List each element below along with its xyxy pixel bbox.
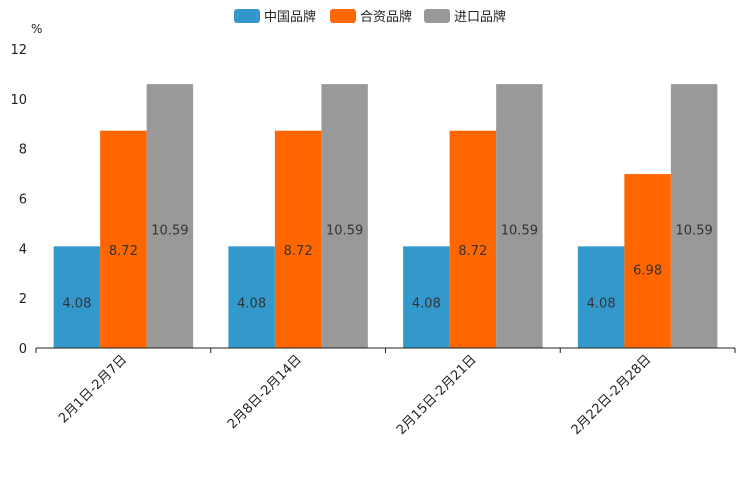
y-tick-label: 2 — [19, 292, 27, 307]
bar-value-label: 10.59 — [501, 223, 538, 238]
x-axis: 2月1日-2月7日 2月8日-2月14日 2月15日-2月21日 2月22日-2月28… — [35, 347, 736, 438]
legend-swatch — [234, 9, 260, 23]
bar-value-label: 10.59 — [326, 223, 363, 238]
bar — [100, 130, 147, 348]
bar-value-label: 4.08 — [237, 296, 266, 311]
bar-value-label: 4.08 — [62, 296, 91, 311]
legend-swatch — [424, 9, 450, 23]
y-tick-label: 12 — [10, 43, 27, 58]
legend-swatch — [330, 9, 356, 23]
y-axis-unit-label: % — [31, 22, 42, 36]
bar-value-label: 8.72 — [109, 244, 138, 259]
y-tick-label: 4 — [19, 242, 27, 257]
legend: 中国品牌 合资品牌 进口品牌 — [234, 9, 506, 25]
bar-value-label: 10.59 — [676, 223, 713, 238]
y-tick-label: 6 — [19, 193, 27, 208]
y-tick-label: 8 — [19, 143, 27, 158]
bar — [321, 84, 368, 348]
bar-value-label: 8.72 — [284, 244, 313, 259]
y-tick-label: 0 — [19, 342, 27, 357]
bar-value-label: 8.72 — [458, 244, 487, 259]
bar-value-label: 6.98 — [633, 264, 662, 279]
bar — [577, 246, 625, 348]
bar — [146, 84, 194, 348]
data-labels: 4.08 8.72 10.59 4.08 8.72 10.59 4.08 8.72 10.59 4… — [62, 223, 712, 311]
legend-item-label: 合资品牌 — [360, 9, 412, 25]
bar — [403, 246, 450, 348]
y-axis: 0 2 4 6 8 10 12 — [10, 43, 27, 357]
bar — [274, 130, 322, 348]
bars — [53, 84, 718, 348]
bar — [228, 246, 275, 348]
x-category-label: 2月8日-2月14日 — [225, 352, 305, 432]
bar — [624, 174, 671, 348]
bar-value-label: 4.08 — [412, 296, 441, 311]
y-tick-label: 10 — [10, 93, 27, 108]
x-category-label: 2月1日-2月7日 — [56, 352, 130, 426]
legend-item-label: 进口品牌 — [454, 9, 506, 25]
bar — [53, 246, 101, 348]
bar-value-label: 10.59 — [151, 223, 188, 238]
x-category-label: 2月22日-2月28日 — [569, 352, 655, 438]
x-category-label: 2月15日-2月21日 — [394, 352, 480, 438]
legend-item-label: 中国品牌 — [264, 9, 316, 25]
bar-value-label: 4.08 — [587, 296, 616, 311]
bar — [496, 84, 543, 348]
bar — [670, 84, 718, 348]
bar — [449, 130, 497, 348]
